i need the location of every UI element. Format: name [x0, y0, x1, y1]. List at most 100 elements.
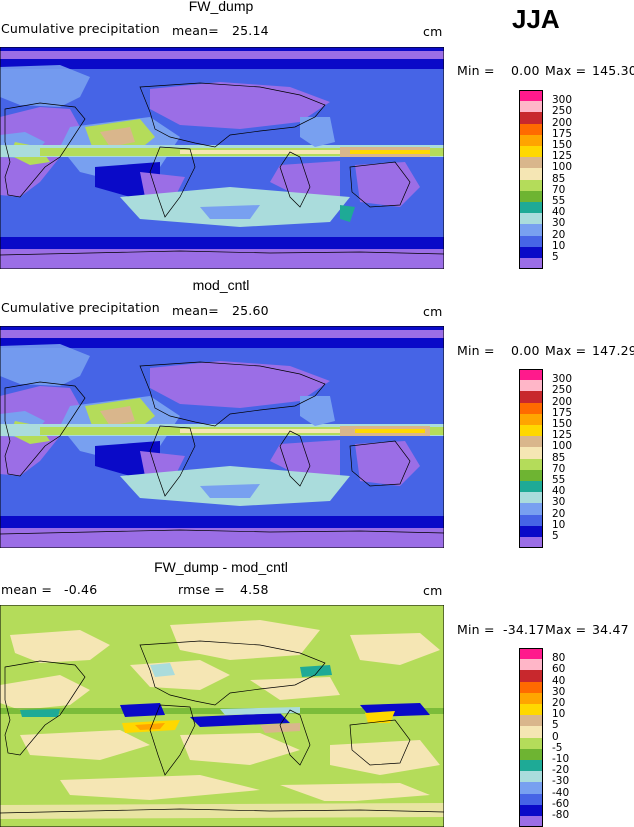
- colorbar-swatch: [519, 123, 543, 135]
- colorbar-swatch: [519, 737, 543, 749]
- colorbar-label: 175: [552, 127, 573, 140]
- colorbar-label: 85: [552, 451, 566, 464]
- colorbar-swatch: [519, 715, 543, 727]
- panel2-subtitle: Cumulative precipitation: [1, 300, 160, 315]
- colorbar-swatch: [519, 235, 543, 247]
- colorbar-label: 100: [552, 440, 573, 453]
- panel3-min-value: -34.17: [503, 622, 545, 637]
- season-label: JJA: [512, 4, 560, 34]
- panel2-max-label: Max =: [545, 343, 587, 358]
- colorbar-swatch: [519, 514, 543, 526]
- colorbar-label: 150: [552, 139, 573, 151]
- colorbar-swatch: [519, 224, 543, 236]
- colorbar-label: 55: [552, 474, 566, 486]
- colorbar-label: 0: [552, 730, 559, 743]
- colorbar-label: 5: [552, 530, 559, 542]
- panel1-mean-label: mean=: [172, 23, 219, 38]
- colorbar-label: 40: [552, 485, 566, 498]
- panel3-max-value: 34.47: [592, 622, 629, 637]
- colorbar-label: 70: [552, 183, 566, 196]
- colorbar-label: 100: [552, 161, 573, 174]
- panel3-min-label: Min =: [457, 622, 495, 637]
- colorbar-label: 10: [552, 518, 566, 531]
- colorbar-swatch: [519, 190, 543, 202]
- panel3-difference-map: [0, 605, 444, 827]
- panel2-max-value: 147.29: [592, 343, 634, 358]
- colorbar-label: 20: [552, 228, 566, 241]
- panel1-unit: cm: [423, 24, 443, 39]
- colorbar-label: 30: [552, 496, 566, 509]
- colorbar-swatch: [519, 816, 543, 827]
- colorbar-swatch: [519, 726, 543, 738]
- colorbar-swatch: [519, 681, 543, 693]
- colorbar-swatch: [519, 436, 543, 448]
- panel1-min-label: Min =: [457, 63, 495, 78]
- colorbar-label: -20: [552, 764, 570, 777]
- colorbar-swatch: [519, 391, 543, 403]
- colorbar-label: -5: [552, 741, 563, 754]
- panel3-mean-label: mean =: [1, 582, 53, 597]
- colorbar-swatch: [519, 659, 543, 671]
- panel1-max-value: 145.30: [592, 63, 634, 78]
- panel2-mean-value: 25.60: [232, 303, 269, 318]
- colorbar-swatch: [519, 213, 543, 225]
- panel2-min-value: 0.00: [511, 343, 540, 358]
- colorbar-swatch: [519, 168, 543, 180]
- colorbar-label: 125: [552, 429, 573, 442]
- colorbar-swatch: [519, 369, 543, 381]
- panel3-rmse-label: rmse =: [178, 582, 225, 597]
- panel1-max-label: Max =: [545, 63, 587, 78]
- colorbar-label: 40: [552, 206, 566, 219]
- colorbar-label: 250: [552, 105, 573, 118]
- colorbar-label: 300: [552, 94, 573, 107]
- colorbar-label: 70: [552, 462, 566, 475]
- colorbar-label: 60: [552, 663, 566, 676]
- colorbar-label: 10: [552, 708, 566, 721]
- panel2-title: mod_cntl: [192, 277, 250, 293]
- colorbar-label: -40: [552, 786, 570, 799]
- panel3-max-label: Max =: [545, 622, 587, 637]
- colorbar-swatch: [519, 112, 543, 124]
- panel3-rmse-value: 4.58: [240, 582, 269, 597]
- panel1-min-value: 0.00: [511, 63, 540, 78]
- panel3-unit: cm: [423, 583, 443, 598]
- colorbar-label: -80: [552, 809, 570, 821]
- colorbar-label: 20: [552, 507, 566, 520]
- colorbar-swatch: [519, 202, 543, 214]
- colorbar-swatch: [519, 648, 543, 660]
- colorbar-swatch: [519, 458, 543, 470]
- panel2-mean-label: mean=: [172, 303, 219, 318]
- panel3-mean-value: -0.46: [64, 582, 98, 597]
- colorbar-label: 175: [552, 406, 573, 419]
- colorbar-swatch: [519, 525, 543, 537]
- panel1-mean-value: 25.14: [232, 23, 269, 38]
- colorbar-swatch: [519, 704, 543, 716]
- colorbar-label: 250: [552, 384, 573, 397]
- colorbar-swatch: [519, 503, 543, 515]
- colorbar-swatch: [519, 537, 543, 549]
- colorbar-swatch: [519, 481, 543, 493]
- colorbar-swatch: [519, 258, 543, 270]
- colorbar-label: 200: [552, 116, 573, 129]
- panel2-precip-map: [0, 326, 444, 548]
- colorbar-label: -60: [552, 797, 570, 810]
- colorbar-swatch: [519, 413, 543, 425]
- colorbar-label: 55: [552, 195, 566, 207]
- colorbar-label: 150: [552, 418, 573, 430]
- colorbar-label: 30: [552, 685, 566, 698]
- colorbar-swatch: [519, 101, 543, 113]
- colorbar-swatch: [519, 146, 543, 158]
- colorbar-label: 200: [552, 395, 573, 408]
- colorbar-swatch: [519, 692, 543, 704]
- panel2-unit: cm: [423, 304, 443, 319]
- colorbar-label: 40: [552, 674, 566, 687]
- panel1-precip-map: [0, 47, 444, 269]
- colorbar-swatch: [519, 771, 543, 783]
- colorbar-label: -10: [552, 753, 570, 765]
- colorbar-label: -30: [552, 775, 570, 788]
- colorbar-swatch: [519, 90, 543, 102]
- colorbar-swatch: [519, 425, 543, 437]
- panel2-min-label: Min =: [457, 343, 495, 358]
- colorbar-label: 5: [552, 719, 559, 732]
- colorbar-swatch: [519, 134, 543, 146]
